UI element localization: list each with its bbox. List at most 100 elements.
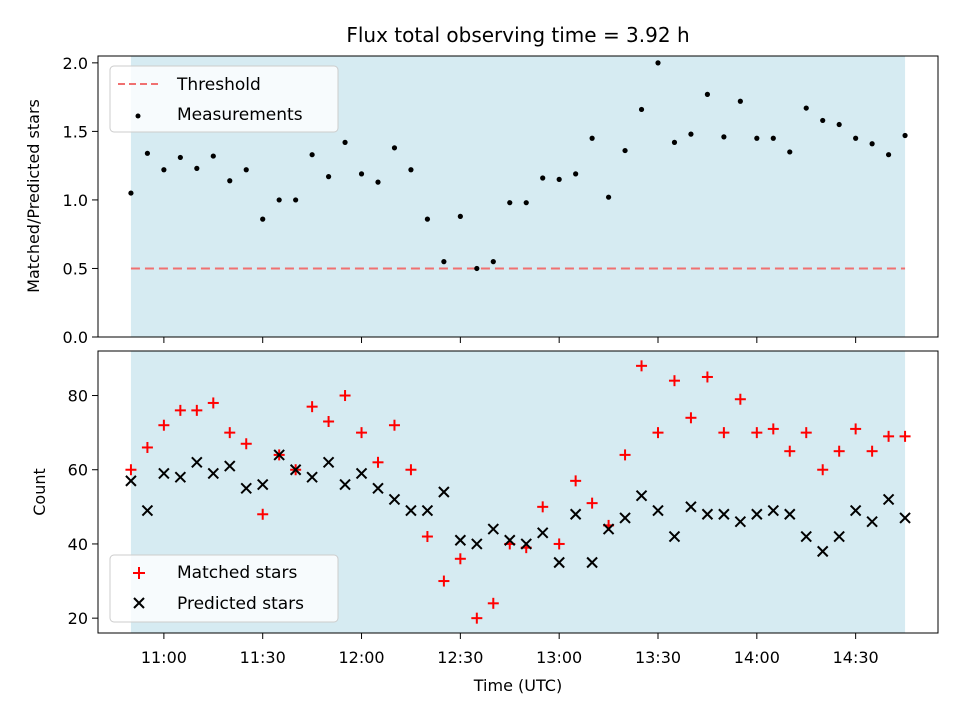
predicted-star-point (141, 504, 154, 517)
bottom-legend: Matched stars Predicted stars (109, 554, 339, 623)
matched-star-point (619, 449, 631, 461)
predicted-star-point (536, 527, 549, 539)
predicted-star-point (751, 508, 763, 520)
predicted-star-point (899, 512, 911, 524)
y-tick-label: 40 (68, 535, 88, 554)
top-y-ticks: 0.0 0.5 1.0 1.5 2.0 (63, 54, 98, 347)
predicted-star-point (619, 512, 631, 524)
predicted-star-point (833, 530, 845, 543)
predicted-star-point (652, 504, 664, 517)
predicted-star-point (240, 482, 252, 494)
matched-star-point (668, 375, 680, 387)
predicted-star-point (454, 534, 467, 546)
predicted-star-point (800, 530, 812, 543)
predicted-star-point (487, 523, 500, 535)
measurements-series (128, 60, 908, 272)
predicted-star-point (388, 493, 401, 506)
measurement-point (820, 117, 826, 124)
measurement-point (853, 135, 859, 141)
x-tick-label: 13:30 (635, 648, 681, 667)
matched-star-point (306, 401, 318, 413)
measurement-point (836, 121, 842, 128)
measurement-point (655, 60, 661, 66)
matched-star-point (174, 404, 186, 416)
bottom-axes-frame (97, 350, 939, 634)
top-x-ticks (163, 337, 857, 343)
matched-star-point (652, 427, 664, 439)
predicted-star-point (421, 504, 434, 517)
measurement-point (770, 135, 776, 141)
measurement-point (260, 216, 266, 222)
x-tick-label: 11:30 (240, 648, 286, 667)
matched-star-point (405, 464, 417, 476)
predicted-star-point (882, 493, 895, 506)
matched-star-point (537, 501, 549, 513)
predicted-star-point (471, 538, 483, 550)
predicted-star-point (767, 504, 780, 517)
measurement-point (622, 147, 628, 154)
measurement-point (227, 178, 233, 184)
predicted-star-point (256, 478, 269, 491)
matched-star-point (158, 419, 170, 431)
matched-star-point (257, 508, 269, 520)
measurement-point (803, 105, 809, 111)
x-tick-label: 11:00 (141, 648, 187, 667)
matched-star-point (701, 371, 713, 383)
matched-star-point (224, 427, 236, 439)
bottom-legend-box (109, 554, 339, 623)
predicted-star-point (504, 534, 516, 546)
y-tick-label: 0.5 (63, 259, 88, 278)
measurement-point (589, 135, 595, 141)
y-tick-label: 2.0 (63, 54, 88, 73)
y-tick-label: 80 (68, 387, 88, 406)
matched-star-point (191, 404, 203, 416)
matched-star-point (372, 456, 384, 468)
matched-star-point (751, 427, 763, 439)
measurement-point (688, 131, 694, 137)
top-y-axis-label: Matched/Predicted stars (24, 99, 43, 293)
measurements-legend-swatch (135, 113, 141, 119)
measurement-point (671, 139, 678, 145)
measurement-point (737, 98, 743, 104)
measurement-point (540, 175, 546, 181)
predicted-star-point (635, 490, 648, 502)
predicted-star-point (438, 486, 450, 498)
measurement-point (523, 200, 529, 206)
measurement-point (161, 167, 167, 173)
top-legend: Threshold Measurements (109, 65, 339, 133)
chart-title: Flux total observing time = 3.92 h (346, 23, 689, 47)
predicted-star-point (158, 467, 170, 480)
matched-star-point (471, 612, 483, 624)
top-panel: 0.0 0.5 1.0 1.5 2.0 Flux total observing tim… (24, 23, 939, 347)
matched-star-point (570, 475, 582, 487)
measurement-point (787, 149, 793, 155)
measurement-point (902, 132, 908, 139)
predicted-star-point (718, 508, 730, 520)
measurement-point (441, 259, 447, 265)
predicted-star-point (372, 482, 384, 494)
predicted-star-point (207, 467, 220, 480)
predicted-legend-label: Predicted stars (177, 594, 304, 614)
matched-star-point (421, 531, 433, 543)
predicted-stars-series (125, 449, 911, 569)
measurement-point (325, 174, 332, 180)
matched-star-point (850, 423, 862, 435)
matched-star-point (685, 412, 697, 424)
matched-star-point (339, 390, 351, 402)
predicted-star-point (685, 501, 697, 513)
measurement-point (243, 167, 249, 173)
matched-star-point (207, 397, 219, 409)
predicted-star-point (734, 515, 747, 528)
bottom-x-ticks: 11:00 11:30 12:00 12:30 13:00 13:30 14:00 14:30 (141, 633, 879, 667)
predicted-star-point (866, 515, 878, 528)
measurement-point (573, 171, 579, 177)
predicted-star-point (224, 460, 236, 472)
matched-star-point (734, 393, 746, 405)
measurement-point (375, 179, 381, 185)
y-tick-label: 1.5 (63, 122, 88, 141)
y-tick-label: 1.0 (63, 191, 88, 210)
measurement-point (556, 176, 562, 182)
matched-star-point (883, 430, 895, 442)
measurement-point (128, 190, 134, 196)
